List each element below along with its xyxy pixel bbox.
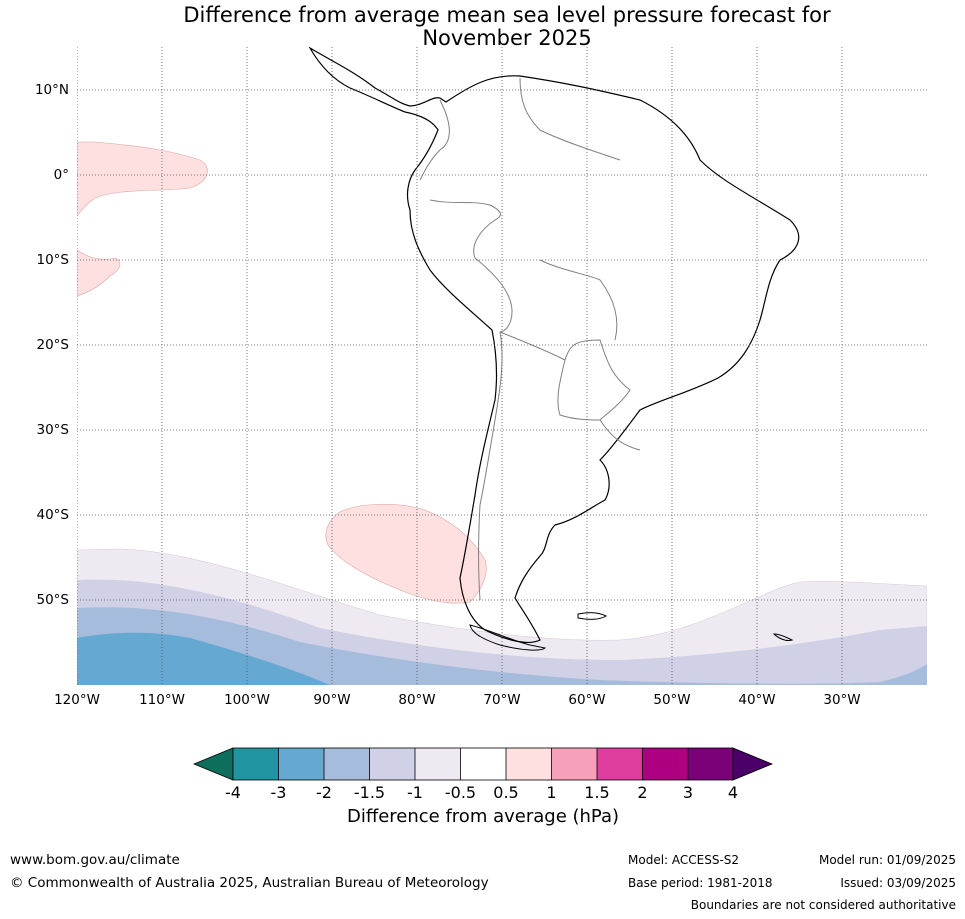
colorbar-tick: 2 [637,783,648,802]
lat-label-30s: 30°S [36,422,70,438]
lon-label-50w: 50°W [653,692,691,708]
title-line-1: Difference from average mean sea level p… [183,3,831,27]
colorbar-tick: -1 [407,783,423,802]
colorbar-bin-9 [597,748,643,780]
colorbar-bin-4 [369,748,415,780]
colorbar-tick: 3 [682,783,694,802]
lat-label-10n: 10°N [34,82,69,98]
colorbar-tick: -2 [316,783,332,802]
map-plot-area [77,47,927,685]
anomaly-band-minus-2 [77,632,330,685]
copyright-text: © Commonwealth of Australia 2025, Austra… [10,875,489,891]
colorbar-label: Difference from average (hPa) [346,806,620,827]
map-title: Difference from average mean sea level p… [0,4,965,50]
colorbar-tick: 1 [546,783,557,802]
website-link[interactable]: www.bom.gov.au/climate [10,852,180,868]
colorbar-bin-6 [460,748,506,780]
lon-label-90w: 90°W [313,692,351,708]
colorbar-tick: 0.5 [493,783,519,802]
colorbar-tick: 1.5 [584,783,610,802]
lat-label-10s: 10°S [36,252,70,268]
lat-label-20s: 20°S [36,337,70,353]
colorbar-tick: -0.5 [444,783,477,802]
colorbar [192,747,774,781]
colorbar-bin-7 [506,748,552,780]
colorbar-tick: 4 [727,783,739,802]
lon-gridlines [77,47,843,685]
title-line-2: November 2025 [422,26,592,50]
lat-label-40s: 40°S [36,507,70,523]
falkland-islands [577,612,607,620]
boundaries-disclaimer: Boundaries are not considered authoritat… [690,898,956,912]
south-georgia [772,633,794,641]
lat-label-0: 0° [53,167,69,183]
colorbar-extend-high [732,747,774,781]
issued-date: Issued: 03/09/2025 [840,876,956,890]
country-boundaries [419,77,641,601]
lon-label-30w: 30°W [823,692,861,708]
lat-label-50s: 50°S [36,592,70,608]
lon-label-100w: 100°W [224,692,270,708]
model-run-date: Model run: 01/09/2025 [818,853,956,867]
base-period: Base period: 1981-2018 [628,876,773,890]
lon-label-40w: 40°W [738,692,776,708]
colorbar-tick: -4 [225,783,241,802]
tierra-del-fuego [469,624,547,651]
colorbar-bin-5 [415,748,461,780]
anomaly-band-minus-1.5 [77,607,927,685]
colorbar-tick: -1.5 [353,783,386,802]
lon-label-120w: 120°W [54,692,100,708]
colorbar-tick: -3 [270,783,287,802]
lat-gridlines [77,89,927,601]
lon-label-60w: 60°W [568,692,606,708]
colorbar-bin-1 [233,748,279,780]
anomaly-region-patagonia [325,503,487,604]
colorbar-extend-low [192,747,234,781]
colorbar-bin-8 [551,748,597,780]
anomaly-region-pacific-north [77,141,208,217]
colorbar-bin-10 [642,748,688,780]
colorbar-bin-2 [278,748,324,780]
lon-label-70w: 70°W [483,692,521,708]
lon-label-110w: 110°W [139,692,185,708]
model-name: Model: ACCESS-S2 [628,853,740,867]
coastline-south-america [308,47,800,643]
anomaly-region-pacific-south [77,249,121,297]
colorbar-bin-11 [688,748,733,780]
colorbar-bin-3 [324,748,370,780]
lon-label-80w: 80°W [398,692,436,708]
